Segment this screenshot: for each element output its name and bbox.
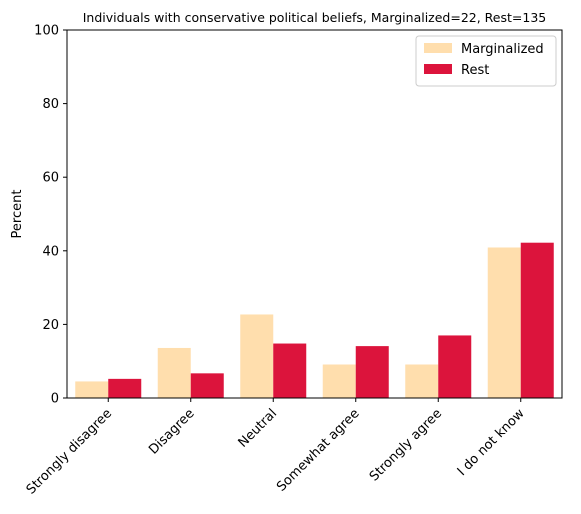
x-tick-label: Disagree [146,406,197,457]
bar-marginalized [240,314,274,398]
legend-swatch [424,43,452,53]
y-tick-label: 80 [42,97,59,112]
bar-rest [438,335,472,398]
y-tick-label: 60 [42,171,59,186]
y-tick-label: 0 [51,392,59,407]
bar-rest [355,346,389,398]
x-tick-label: I do not know [455,406,528,479]
bar-marginalized [487,247,521,398]
y-tick-label: 100 [34,24,59,39]
bar-marginalized [75,381,109,398]
legend: Marginalized Rest [415,35,557,87]
bar-marginalized [157,347,191,398]
bar-marginalized [322,364,356,398]
bars-layer [75,242,554,398]
legend-label: Marginalized [461,42,544,57]
x-tick-label: Somewhat agree [274,406,363,495]
plot-frame [66,29,563,399]
bar-marginalized [405,364,439,398]
y-tick-label: 20 [42,318,59,333]
chart-title: Individuals with conservative political … [83,10,547,25]
bar-rest [273,343,307,398]
bar-rest [520,242,554,398]
legend-swatch [424,64,452,74]
bar-rest [108,378,142,398]
x-tick-label: Neutral [236,406,281,451]
y-tick-label: 40 [42,244,59,259]
axes-layer: 0 20 40 60 80 100 Strongly disagree Disagree Neu… [24,24,563,498]
y-axis-label: Percent [10,190,25,239]
x-tick-label: Strongly disagree [24,406,115,497]
legend-label: Rest [461,63,489,78]
x-tick-label: Strongly agree [367,406,445,484]
bar-rest [190,373,224,398]
